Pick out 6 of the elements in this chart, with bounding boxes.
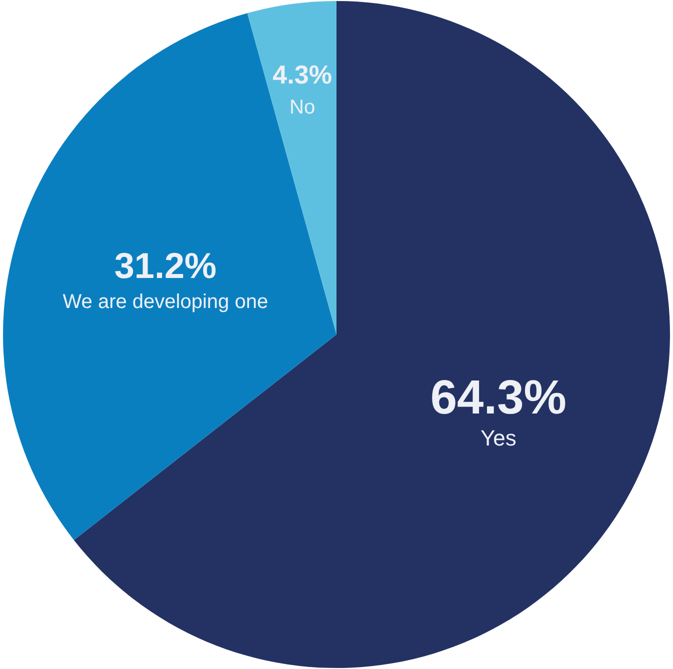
data-label: 64.3% bbox=[430, 371, 566, 424]
data-label: 31.2% bbox=[114, 245, 216, 286]
slice-label: We are developing one bbox=[62, 291, 268, 314]
slice-label: No bbox=[290, 96, 316, 118]
data-label: 4.3% bbox=[272, 59, 332, 90]
slice-label: Yes bbox=[480, 425, 516, 450]
